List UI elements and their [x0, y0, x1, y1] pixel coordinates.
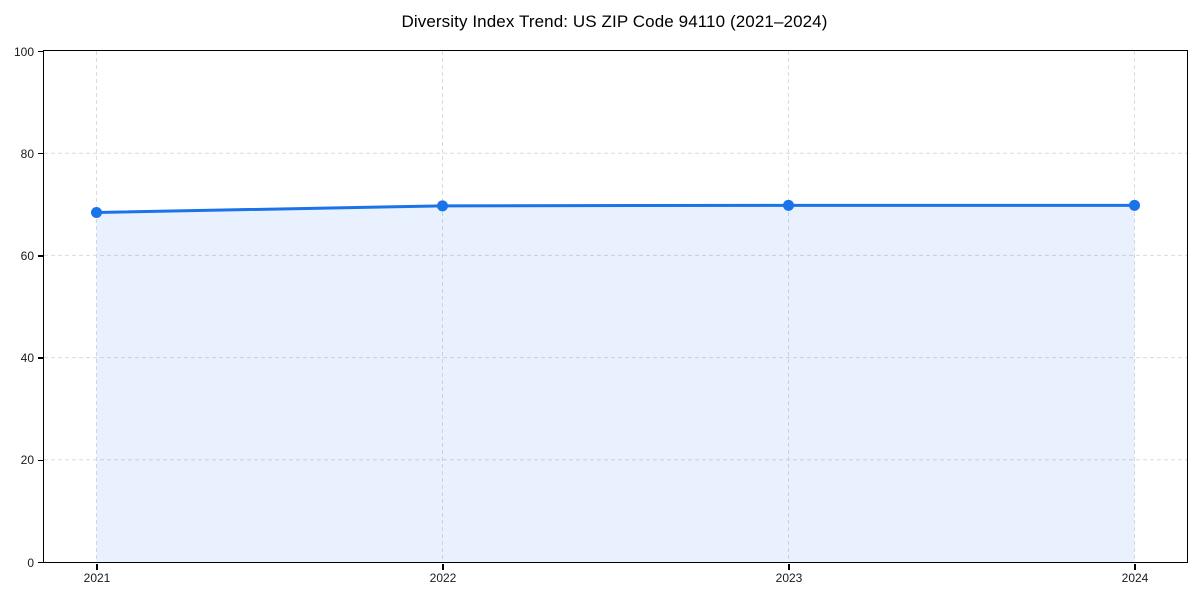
y-tick-mark — [37, 459, 43, 462]
y-tick-label: 20 — [20, 453, 34, 468]
area-fill — [96, 205, 1135, 562]
data-point-marker — [91, 206, 102, 218]
y-tick-mark — [37, 357, 43, 359]
chart-svg — [44, 51, 1187, 562]
y-tick-label: 100 — [13, 44, 34, 59]
plot-area — [43, 50, 1188, 563]
x-tick-label: 2022 — [429, 571, 457, 585]
x-tick-label: 2024 — [1121, 571, 1149, 585]
y-tick-label: 40 — [20, 351, 34, 366]
data-point-marker — [437, 200, 448, 212]
chart-title: Diversity Index Trend: US ZIP Code 94110… — [401, 12, 828, 31]
y-tick-mark — [37, 50, 43, 53]
y-tick-mark — [37, 561, 43, 564]
y-tick-label: 60 — [20, 248, 34, 263]
x-tick-mark — [1134, 564, 1136, 570]
y-tick-mark — [37, 255, 43, 257]
y-tick-label: 80 — [20, 146, 34, 161]
x-tick-mark — [96, 564, 98, 570]
data-point-marker — [783, 199, 794, 211]
x-tick-label: 2023 — [775, 571, 803, 585]
x-tick-mark — [788, 564, 790, 570]
y-tick-label: 0 — [27, 555, 34, 570]
data-point-marker — [1129, 199, 1140, 211]
x-tick-mark — [442, 564, 444, 570]
x-tick-label: 2021 — [83, 571, 111, 585]
y-tick-mark — [37, 152, 43, 155]
trend-line — [95, 203, 1136, 214]
